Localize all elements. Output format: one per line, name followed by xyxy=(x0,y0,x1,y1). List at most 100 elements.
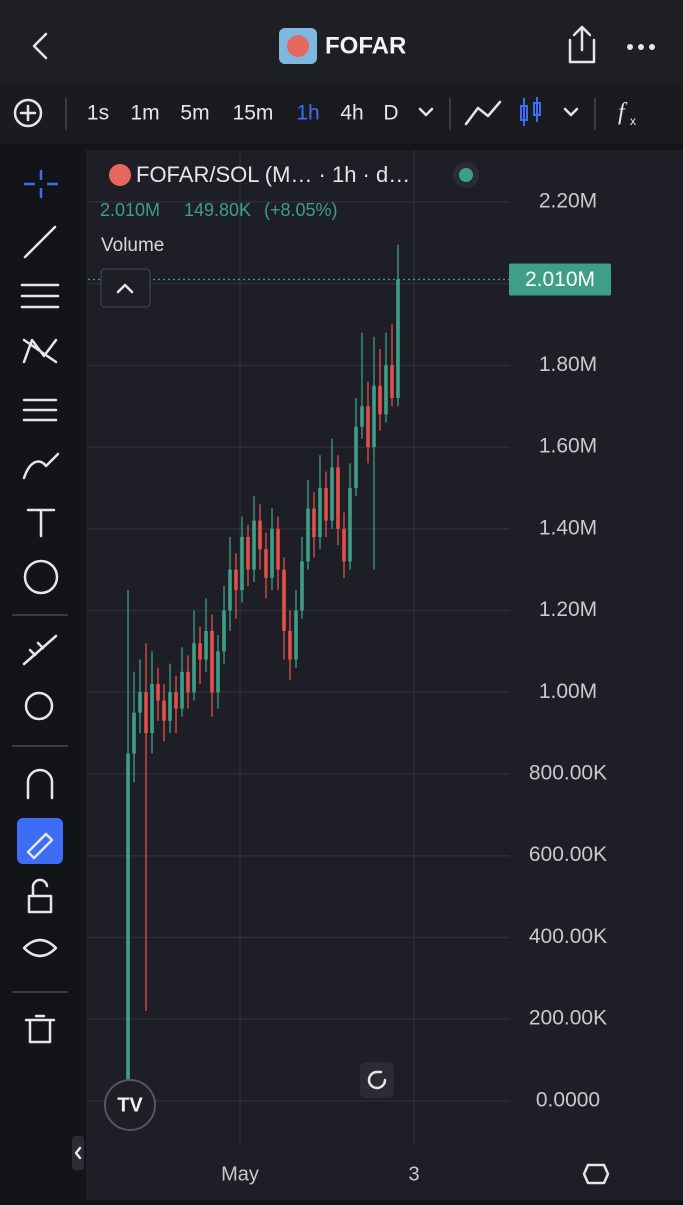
add-button[interactable] xyxy=(13,98,43,128)
line-chart-button[interactable] xyxy=(464,100,502,126)
candle-body xyxy=(246,536,250,570)
candle-body xyxy=(318,487,322,537)
candle-body xyxy=(306,508,310,562)
tv-logo-mark: TV xyxy=(117,1094,143,1116)
emoji-tool[interactable] xyxy=(23,559,59,595)
candle-body xyxy=(336,467,340,529)
y-tick-label: 600.00K xyxy=(529,843,607,866)
interval-button[interactable]: 4h xyxy=(340,102,363,125)
interval-button[interactable]: 5m xyxy=(180,102,209,125)
candle-body xyxy=(258,520,262,550)
candlestick-chart: 0.0000 200.00K 400.00K 600.00K 800.00K 1.00M 1… xyxy=(88,150,611,1185)
y-tick-label: 1.80M xyxy=(539,353,597,376)
unlock-tool[interactable] xyxy=(27,878,53,914)
x-tick-label: May xyxy=(221,1163,259,1185)
y-tick-label: 1.20M xyxy=(539,598,597,621)
candle-body xyxy=(162,700,166,721)
interval-button[interactable]: 1m xyxy=(130,102,159,125)
interval-group: 1s 1m 5m 15m 1h 4h D xyxy=(87,102,399,125)
symbol-icon xyxy=(109,164,131,186)
candle-body xyxy=(294,610,298,660)
candle-body xyxy=(342,528,346,562)
indicator-label: Volume xyxy=(101,235,164,256)
y-tick-label: 800.00K xyxy=(529,762,607,785)
share-button[interactable] xyxy=(568,25,596,64)
legend-last: 2.010M xyxy=(100,200,160,220)
interval-button[interactable]: D xyxy=(383,102,398,125)
reset-icon xyxy=(367,1070,387,1090)
text-tool[interactable] xyxy=(26,508,56,538)
candle-body xyxy=(252,520,256,570)
trendline-tool[interactable] xyxy=(23,225,57,259)
last-price-label: 2.010M xyxy=(525,268,595,291)
visibility-tool[interactable] xyxy=(22,938,58,958)
pencil-icon xyxy=(26,832,54,860)
ruler-tool[interactable] xyxy=(22,634,58,666)
y-tick-label: 200.00K xyxy=(529,1007,607,1030)
indicators-button-sub: x xyxy=(630,114,636,128)
more-button[interactable] xyxy=(627,44,655,50)
candle-body xyxy=(360,406,364,427)
candle-body xyxy=(282,569,286,631)
settings-button[interactable] xyxy=(582,1163,610,1185)
zoom-tool[interactable] xyxy=(24,691,54,721)
pattern-tool[interactable] xyxy=(22,338,58,364)
candle-body xyxy=(264,549,268,578)
back-button[interactable] xyxy=(32,32,48,60)
delete-tool[interactable] xyxy=(24,1014,56,1044)
candle-body xyxy=(372,385,376,448)
y-tick-label: 1.60M xyxy=(539,435,597,458)
symbol-title: FOFAR/SOL (M… · 1h · d… xyxy=(136,162,410,187)
indicators-button[interactable]: f xyxy=(618,100,628,126)
fib-tool[interactable] xyxy=(20,283,60,309)
candle-body xyxy=(138,692,142,713)
candle-body xyxy=(234,569,238,591)
panel-toggle[interactable] xyxy=(72,1136,84,1170)
candle-body xyxy=(126,753,130,1081)
candle-body xyxy=(384,365,388,415)
tv-logo[interactable] xyxy=(104,1079,156,1131)
brush-tool[interactable] xyxy=(22,452,60,480)
candle-body xyxy=(330,467,334,521)
candle-body xyxy=(240,536,244,591)
collapse-legend-button[interactable] xyxy=(100,268,151,308)
interval-button[interactable]: 1s xyxy=(87,102,109,125)
candle-body xyxy=(270,528,274,578)
candle-body xyxy=(204,630,208,660)
candle-body xyxy=(324,487,328,521)
chart-type-dropdown[interactable] xyxy=(563,107,579,117)
candle-body xyxy=(390,365,394,399)
candle-body xyxy=(186,671,190,693)
candle-chart-button[interactable] xyxy=(520,97,541,126)
crosshair-tool[interactable] xyxy=(24,170,58,198)
legend-change-pct: (+8.05%) xyxy=(264,200,338,220)
candle-body xyxy=(312,508,316,537)
y-tick-label: 2.20M xyxy=(539,189,597,212)
candle-body xyxy=(150,684,154,734)
reset-button[interactable] xyxy=(360,1062,394,1098)
interval-button[interactable]: 1h xyxy=(296,102,319,125)
candle-body xyxy=(366,406,370,448)
x-tick-label: 3 xyxy=(408,1163,419,1185)
candle-body xyxy=(222,610,226,652)
prediction-tool[interactable] xyxy=(22,398,58,422)
interval-dropdown[interactable] xyxy=(418,107,434,117)
drawing-tools xyxy=(12,170,68,1044)
magnet-tool[interactable] xyxy=(26,768,54,800)
candle-body xyxy=(132,712,136,754)
panel-toggle-icon xyxy=(74,1146,82,1160)
token-icon-face xyxy=(287,35,309,57)
y-tick-label: 1.00M xyxy=(539,680,597,703)
candle-body xyxy=(276,528,280,570)
candle-body xyxy=(396,279,400,399)
interval-button[interactable]: 15m xyxy=(233,102,274,125)
candle-body xyxy=(348,487,352,562)
candle-body xyxy=(192,643,196,693)
candle-body xyxy=(174,692,178,709)
candle-body xyxy=(156,684,160,701)
candle-body xyxy=(300,561,304,611)
y-tick-label: 1.40M xyxy=(539,516,597,539)
candle-body xyxy=(210,630,214,693)
